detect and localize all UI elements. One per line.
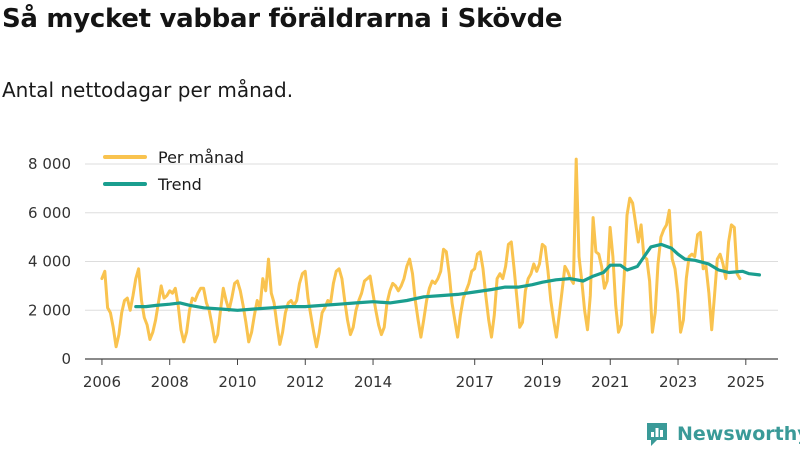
x-tick-label: 2023 [659, 373, 697, 391]
chart-title: Så mycket vabbar föräldrarna i Skövde [2, 4, 563, 34]
series-line-trend [134, 242, 762, 312]
y-tick-label: 8 000 [28, 155, 71, 173]
x-tick-label: 2021 [591, 373, 629, 391]
y-tick-label: 6 000 [28, 204, 71, 222]
x-tick-label: 2019 [523, 373, 561, 391]
x-tick-label: 2017 [456, 373, 494, 391]
x-tick-label: 2008 [151, 373, 189, 391]
y-tick-label: 0 [61, 350, 71, 368]
newsworthy-logo-icon [647, 423, 667, 446]
x-tick-label: 2006 [83, 373, 121, 391]
x-tick-label: 2010 [218, 373, 256, 391]
brand-logo: Newsworthy [645, 419, 800, 449]
x-tick-label: 2025 [727, 373, 765, 391]
brand-name: Newsworthy [677, 423, 800, 445]
chart-subtitle: Antal nettodagar per månad. [2, 78, 294, 102]
legend-label: Trend [157, 175, 202, 194]
y-tick-label: 4 000 [28, 253, 71, 271]
x-tick-label: 2012 [286, 373, 324, 391]
x-tick-label: 2014 [354, 373, 392, 391]
line-chart: 0 2 000 4 000 6 000 8 000 2006 2008 2010 2012 201… [28, 148, 778, 391]
y-tick-label: 2 000 [28, 301, 71, 319]
legend-label: Per månad [158, 148, 244, 167]
